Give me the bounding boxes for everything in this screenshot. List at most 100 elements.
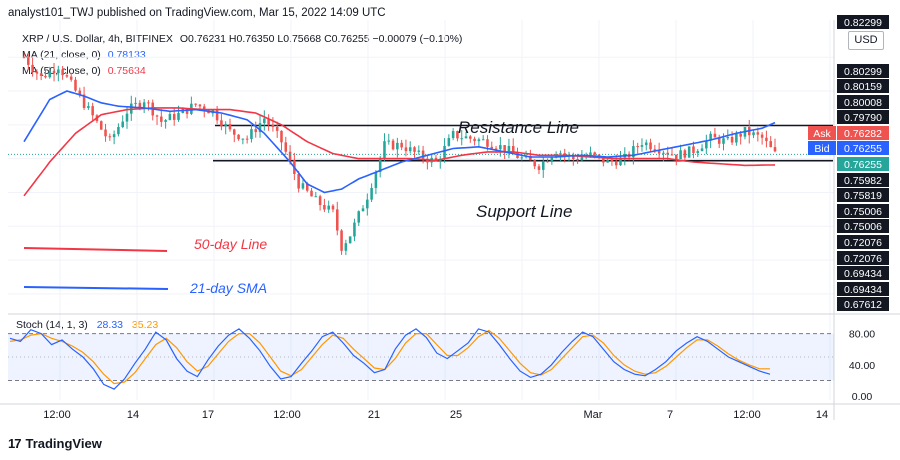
candle-body xyxy=(516,152,519,159)
time-tick-label: 21 xyxy=(368,409,380,421)
time-tick-label: 14 xyxy=(127,409,139,421)
candle-body xyxy=(164,120,167,122)
candle-body xyxy=(155,115,159,117)
legend-line-50 xyxy=(23,247,168,252)
candle-body xyxy=(112,134,116,138)
candle-body xyxy=(700,148,704,152)
candle-body xyxy=(503,145,506,152)
candle-body xyxy=(160,116,163,122)
price-tick-label: 0.76255 xyxy=(844,159,882,171)
time-tick-label: 25 xyxy=(450,409,462,421)
price-tick-label: 0.72076 xyxy=(844,253,882,265)
candle-body xyxy=(305,183,309,191)
candle-body xyxy=(22,57,26,59)
candle-body xyxy=(121,121,124,128)
candle-body xyxy=(335,209,339,231)
candle-body xyxy=(39,73,43,76)
candle-body xyxy=(713,133,717,138)
candle-body xyxy=(636,146,639,148)
currency-button[interactable]: USD xyxy=(848,31,884,50)
candle-body xyxy=(662,152,665,154)
tradingview-watermark[interactable]: 17 TradingView xyxy=(8,436,102,451)
candle-body xyxy=(280,130,283,143)
price-tick-label: 0.76282 xyxy=(844,128,882,140)
candle-body xyxy=(172,114,176,120)
candle-body xyxy=(44,75,47,78)
price-tag xyxy=(837,141,889,155)
candle-body xyxy=(447,138,451,146)
candle-body xyxy=(185,108,189,114)
ma21-legend[interactable]: MA (21, close, 0) 0.78133 xyxy=(22,49,146,61)
candle-body xyxy=(451,131,455,139)
candle-body xyxy=(687,146,691,158)
price-tag xyxy=(837,219,889,233)
candle-body xyxy=(533,160,536,167)
price-tick-label: 0.75006 xyxy=(844,206,882,218)
price-tag xyxy=(837,188,889,202)
price-tag xyxy=(837,157,889,171)
candle-body xyxy=(541,161,545,170)
candle-body xyxy=(756,132,760,135)
candle-body xyxy=(593,152,597,155)
candle-body xyxy=(640,145,644,147)
candle-body xyxy=(331,205,335,210)
time-tick-label: 17 xyxy=(202,409,214,421)
candle-body xyxy=(99,121,103,130)
candle-body xyxy=(202,106,206,111)
candle-body xyxy=(473,138,476,142)
candle-body xyxy=(456,131,459,139)
candle-body xyxy=(529,155,532,161)
candle-body xyxy=(769,141,772,148)
annotations: Resistance Line Support Line 50-day Line… xyxy=(23,118,579,296)
candle-body xyxy=(705,140,708,149)
candle-body xyxy=(108,136,112,138)
ma50-value: 0.75634 xyxy=(107,65,146,77)
candles xyxy=(8,52,834,256)
candle-body xyxy=(464,136,468,139)
candle-body xyxy=(52,70,56,74)
candle-body xyxy=(469,136,472,139)
candle-body xyxy=(490,146,494,149)
candle-body xyxy=(773,147,777,152)
price-scale[interactable]: 0.82299 0.80299 0.80159 0.80008 0.79790 0.762… xyxy=(808,15,889,311)
candle-body xyxy=(117,127,120,135)
candle-body xyxy=(383,141,386,158)
price-tick-label: 0.79790 xyxy=(844,112,882,124)
candle-body xyxy=(323,204,326,210)
price-tag xyxy=(837,282,889,296)
price-tag xyxy=(837,126,889,140)
candle-body xyxy=(61,69,64,76)
price-tick-label: 0.82299 xyxy=(844,17,882,29)
time-tick-label: 12:00 xyxy=(733,409,761,421)
price-tag xyxy=(837,235,889,249)
candle-body xyxy=(387,140,391,142)
candle-body xyxy=(74,79,77,91)
candle-body xyxy=(580,157,584,161)
stoch-pane: 80.00 40.00 0.00 xyxy=(8,328,875,403)
price-tag xyxy=(837,297,889,311)
price-tag xyxy=(837,95,889,109)
candle-body xyxy=(267,118,270,125)
candle-body xyxy=(443,145,446,159)
watermark-text: TradingView xyxy=(25,436,102,451)
candle-body xyxy=(288,151,292,161)
candle-body xyxy=(69,76,73,80)
candle-body xyxy=(391,140,395,150)
candle-body xyxy=(396,142,399,150)
time-tick-label: 12:00 xyxy=(273,409,301,421)
candle-body xyxy=(477,139,481,142)
candle-body xyxy=(417,150,421,152)
published-header: analyst101_TWJ published on TradingView.… xyxy=(8,7,386,19)
candle-body xyxy=(168,114,172,121)
candle-body xyxy=(271,124,275,127)
candle-body xyxy=(619,157,622,166)
candle-body xyxy=(177,113,180,120)
stoch-legend[interactable]: Stoch (14, 1, 3) 28.33 35.23 xyxy=(16,319,158,331)
candle-body xyxy=(507,146,511,152)
candle-body xyxy=(224,124,227,127)
candle-body xyxy=(232,129,236,135)
price-tick-label: 0.80008 xyxy=(844,97,882,109)
candle-body xyxy=(494,148,498,150)
candle-body xyxy=(649,142,652,150)
